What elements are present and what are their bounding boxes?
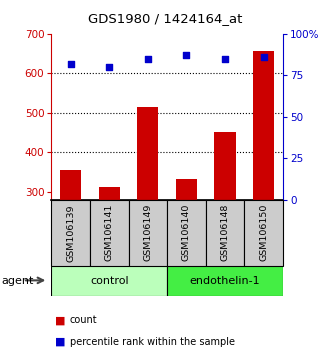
Text: control: control [90,275,128,286]
Bar [176,179,197,200]
Text: GSM106139: GSM106139 [66,204,75,262]
Text: GSM106150: GSM106150 [259,204,268,262]
Text: agent: agent [2,275,34,286]
FancyBboxPatch shape [51,200,90,266]
Bar [253,51,274,200]
Text: ■: ■ [55,315,65,325]
FancyBboxPatch shape [51,266,167,296]
Bar [214,132,236,200]
Point [107,64,112,70]
Point [145,56,151,62]
Text: GSM106141: GSM106141 [105,204,114,262]
FancyBboxPatch shape [128,200,167,266]
Bar [137,107,159,200]
Text: GSM106140: GSM106140 [182,204,191,262]
Bar [60,170,81,200]
Text: GSM106149: GSM106149 [143,204,152,262]
Text: percentile rank within the sample: percentile rank within the sample [70,337,234,347]
Point [261,54,266,60]
Point [222,56,228,62]
FancyBboxPatch shape [167,266,283,296]
Text: GDS1980 / 1424164_at: GDS1980 / 1424164_at [88,12,243,25]
Text: ■: ■ [55,337,65,347]
Point [68,61,73,67]
FancyBboxPatch shape [90,200,128,266]
Bar [99,187,120,200]
FancyBboxPatch shape [167,200,206,266]
FancyBboxPatch shape [206,200,244,266]
Text: endothelin-1: endothelin-1 [190,275,260,286]
Text: count: count [70,315,97,325]
Point [184,52,189,58]
Text: GSM106148: GSM106148 [220,204,230,262]
FancyBboxPatch shape [244,200,283,266]
